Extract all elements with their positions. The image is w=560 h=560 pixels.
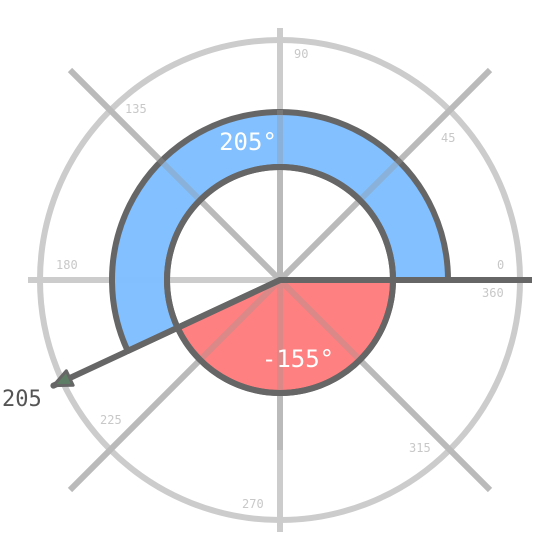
positive-angle-label: 205° — [219, 128, 277, 156]
tick-label-180: 180 — [56, 258, 78, 272]
tick-label-90: 90 — [294, 47, 308, 61]
pointer-ray — [50, 277, 283, 389]
pointer-arrowhead-icon — [51, 369, 75, 388]
tick-label-270: 270 — [242, 497, 264, 511]
negative-angle-label: -155° — [262, 345, 334, 373]
negative-angle-sector — [174, 277, 396, 396]
pointer-angle-label: 205 — [2, 387, 42, 412]
tick-label-135: 135 — [125, 102, 147, 116]
tick-label-360: 360 — [482, 286, 504, 300]
tick-label-225: 225 — [100, 413, 122, 427]
tick-label-315: 315 — [409, 441, 431, 455]
tick-label-45: 45 — [441, 131, 455, 145]
tick-label-0: 0 — [497, 258, 504, 272]
